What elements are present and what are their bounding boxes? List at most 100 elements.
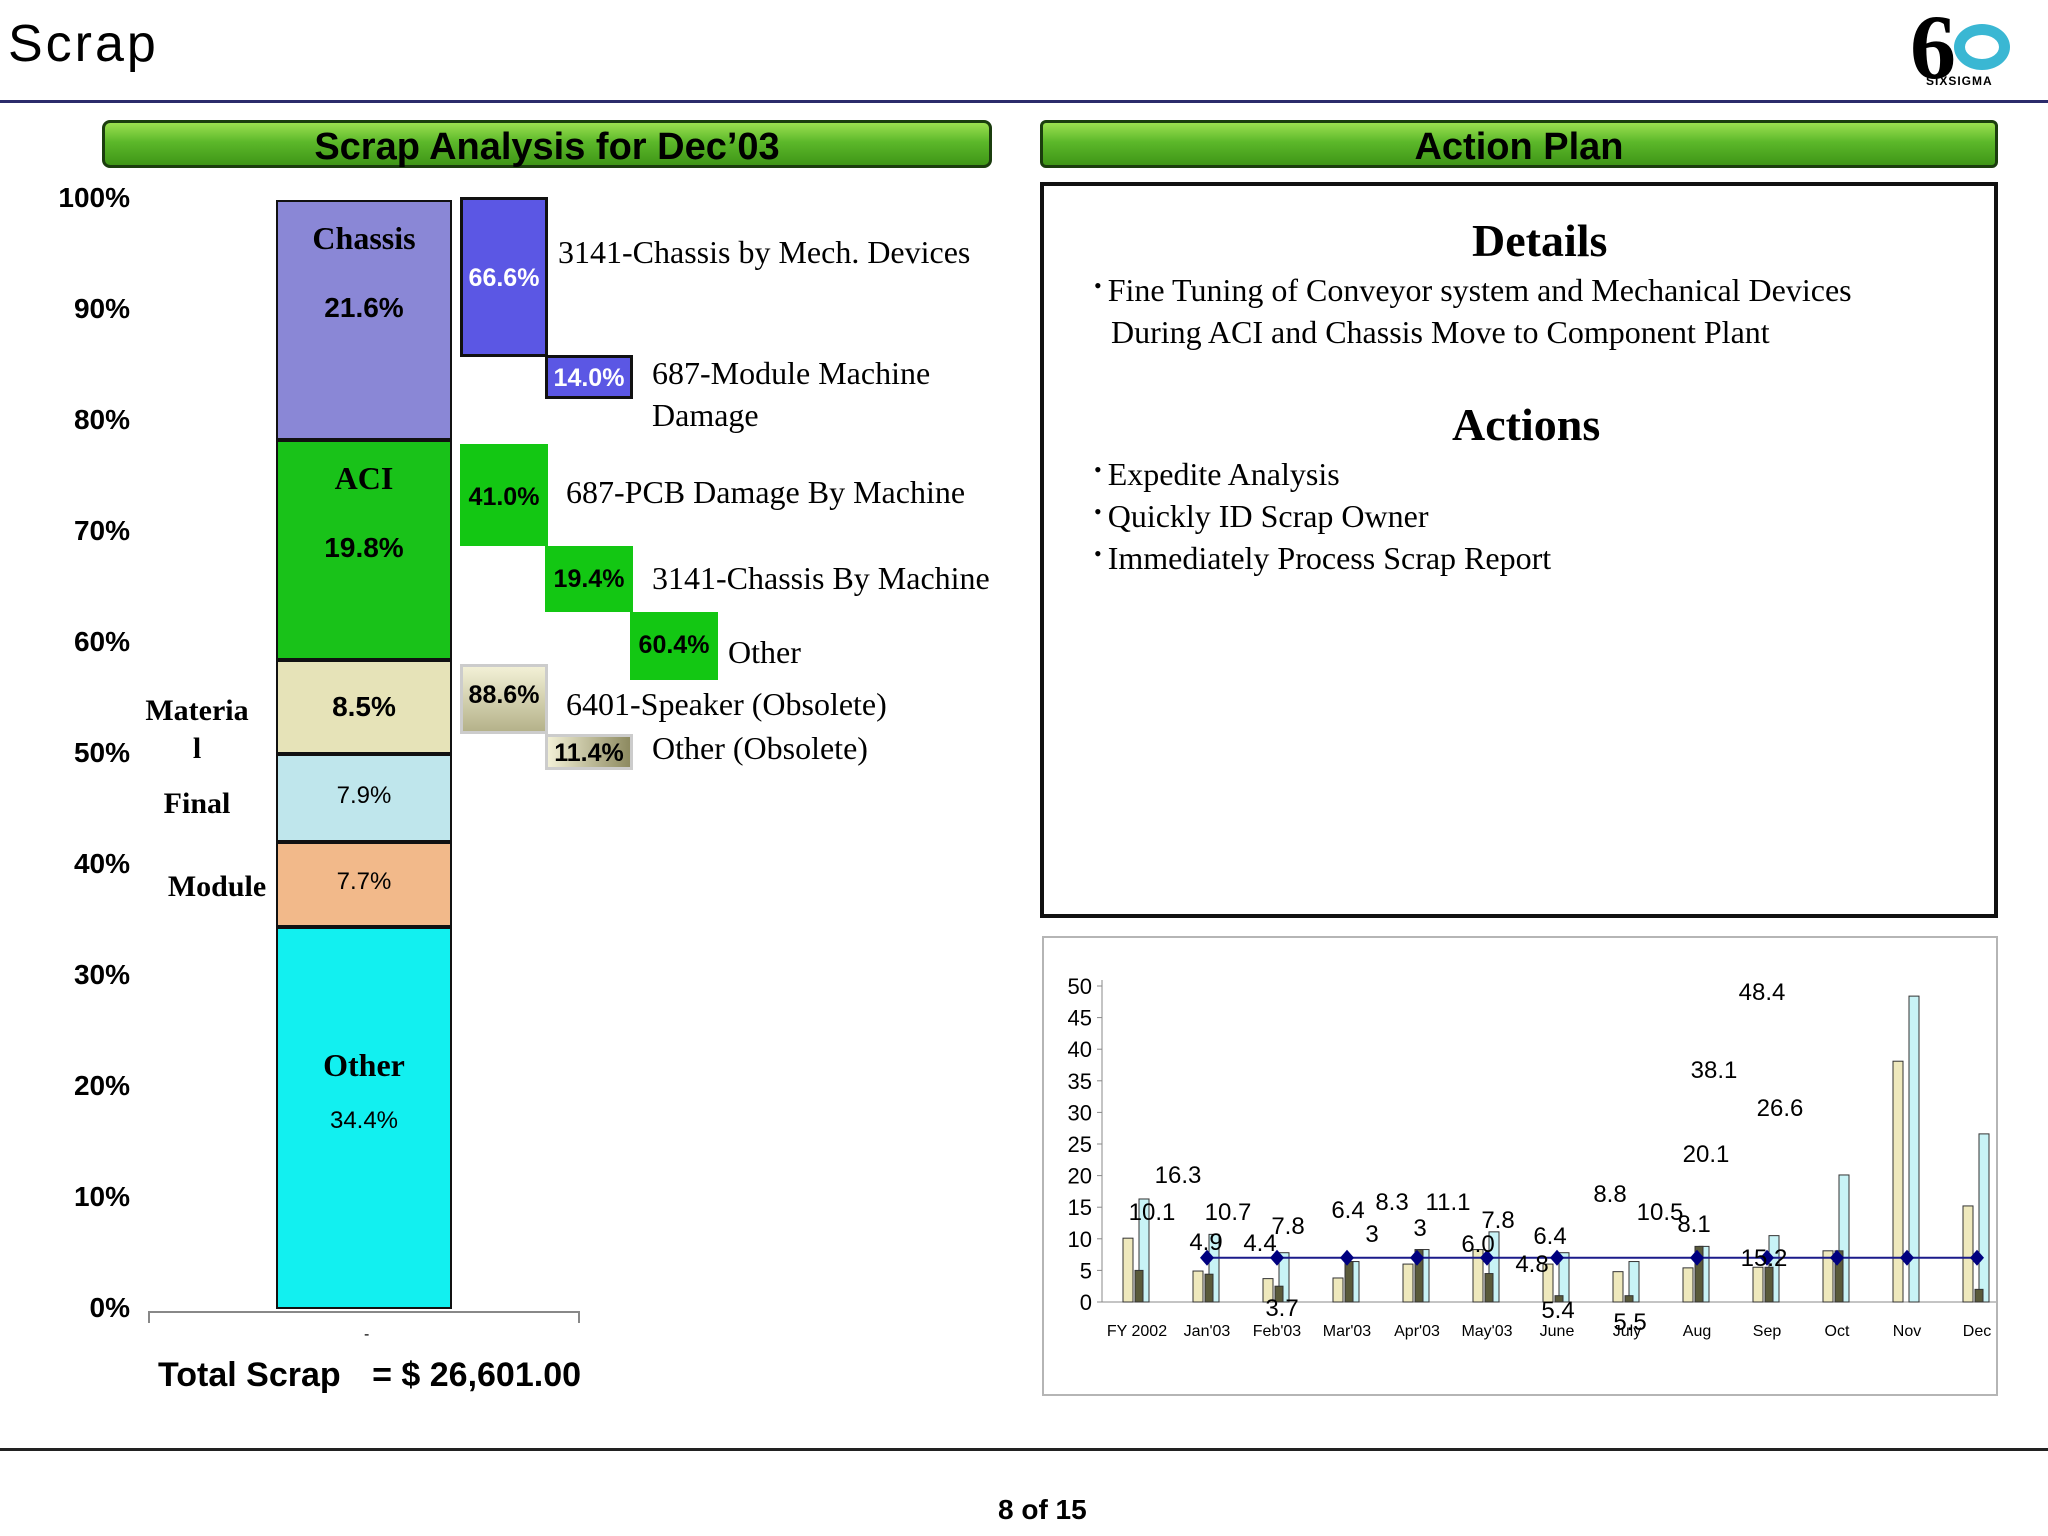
x-tick-label: Dec [1963,1323,1991,1340]
y-tick-label: 100% [58,182,130,213]
y-tick-label: 0% [89,1292,130,1323]
stacked-chart: 100% 90% 80% 70% 60% 50% 40% 30% 20% 10% 0% Chassi… [0,150,1030,1410]
breakdown-box: 41.0% [460,444,548,546]
y-tick-label: 60% [73,626,130,657]
bar-series-2 [1488,1231,1500,1303]
target-marker [1340,1249,1354,1266]
actions-bullet: Immediately Process Scrap Report [1094,540,1551,577]
bar-series-2 [1978,1133,1990,1303]
y-tick-label: 10 [1068,1227,1092,1252]
target-marker [1690,1249,1704,1266]
bar-series-1 [1822,1250,1834,1303]
bar-series-1 [1892,1060,1904,1303]
target-marker [1900,1249,1914,1266]
breakdown-label: 687-Module Machine Damage [652,355,931,433]
breakdown-pct: 88.6% [468,681,540,709]
data-label: 16.3 [1155,1162,1202,1189]
breakdown-label: 3141-Chassis By Machine [652,560,990,596]
details-bullet-continuation: During ACI and Chassis Move to Component… [1111,314,1770,350]
target-marker [1550,1249,1564,1266]
logo-six-glyph: 6 [1910,0,1956,98]
stack-segment [276,753,452,842]
stack-segment [276,927,452,1309]
breakdown-pct: 66.6% [468,264,540,292]
data-label: 3.7 [1265,1295,1298,1322]
y-tick-label: 90% [73,293,130,324]
breakdown-box: 14.0% [545,355,633,399]
bar-series-2 [1208,1233,1220,1303]
page-number: 8 of 15 [998,1494,1087,1525]
y-tick-label: 80% [73,404,130,435]
stack-segment-name: Other [323,1047,405,1084]
y-tick-label: 30 [1068,1100,1092,1125]
breakdown-label: 687-PCB Damage By Machine [566,474,966,510]
y-tick-label: 20% [73,1070,130,1101]
breakdown-box: 60.4% [630,612,718,680]
x-tick-label: Sep [1753,1323,1782,1340]
bar-series-1 [1402,1263,1414,1303]
y-tick-label: 50 [1068,974,1092,999]
bar-series-3 [1484,1273,1494,1303]
y-tick-label: 45 [1068,1006,1092,1031]
y-tick-label: 10% [73,1181,130,1212]
target-marker [1970,1249,1984,1266]
data-label: 6.0 [1461,1231,1494,1258]
data-label: 48.4 [1739,979,1786,1006]
x-tick-label: FY 2002 [1107,1323,1167,1340]
bar-series-1 [1192,1270,1204,1303]
stack-segment-name: ACI [334,459,394,496]
stack-segment-pct: 34.4% [329,1107,399,1135]
bar-series-1 [1542,1263,1554,1303]
breakdown-label: 6401-Speaker (Obsolete) [566,686,887,722]
bar-series-3 [1834,1250,1844,1303]
y-tick-label: 35 [1068,1069,1092,1094]
target-marker [1200,1249,1214,1266]
bar-series-2 [1838,1174,1850,1303]
actions-bullet: Expedite Analysis [1094,456,1340,493]
data-label: 38.1 [1691,1057,1738,1084]
data-label: 8.8 [1593,1181,1626,1208]
stack-segment-pct: 21.6% [324,292,404,323]
data-label: 5.4 [1541,1297,1574,1324]
y-tick-label: 40 [1068,1037,1092,1062]
bar-series-2 [1558,1252,1570,1303]
target-marker [1480,1249,1494,1266]
data-label: 8.3 [1375,1189,1408,1216]
data-label: 3 [1413,1215,1426,1242]
x-tick-label: July [1613,1323,1641,1340]
total-scrap-value: = $ 26,601.00 [372,1356,582,1394]
y-tick-label: 15 [1068,1195,1092,1220]
breakdown-box: 88.6% [460,664,548,734]
bar-series-3 [1274,1285,1284,1303]
y-tick-label: 30% [73,959,130,990]
bar-series-3 [1204,1273,1214,1303]
monthly-chart: 0 5 10 15 20 25 30 35 40 45 50 FY 2002 Jan'03 Feb'03 M… [1068,974,1996,1340]
data-label: 8.1 [1677,1211,1710,1238]
data-label: 10.5 [1637,1199,1684,1226]
details-heading: Details [1472,215,1608,266]
stack-side-label: Module [167,870,267,903]
stack-segment [276,841,452,928]
bar-series-1 [1472,1249,1484,1303]
x-tick-label: Mar'03 [1323,1323,1372,1340]
bar-series-2 [1628,1261,1640,1303]
target-marker [1410,1249,1424,1266]
details-panel: Details Fine Tuning of Conveyor system a… [1040,182,1998,918]
data-label: 6.4 [1533,1223,1566,1250]
data-label: 11.1 [1426,1189,1471,1216]
data-label: 10.1 [1129,1199,1176,1226]
breakdown-box: 11.4% [545,734,633,770]
stack-segment [276,200,452,440]
stacked-x-axis-line [148,1311,580,1313]
stack-segment-name: Chassis [312,220,416,256]
stack-segment-pct: 7.7% [336,868,392,896]
bar-series-3 [1764,1266,1774,1303]
axis-dash: - [364,1326,370,1343]
page-title: Scrap [8,15,159,73]
breakdown-pct: 19.4% [553,565,625,593]
data-label: 10.7 [1205,1199,1252,1226]
sixsigma-logo: 6 SIXSIGMA [1910,0,2020,98]
stack-segment-pct: 19.8% [324,531,404,563]
logo-sigma-ring-icon [1954,24,2010,70]
header-rule [0,100,2048,103]
